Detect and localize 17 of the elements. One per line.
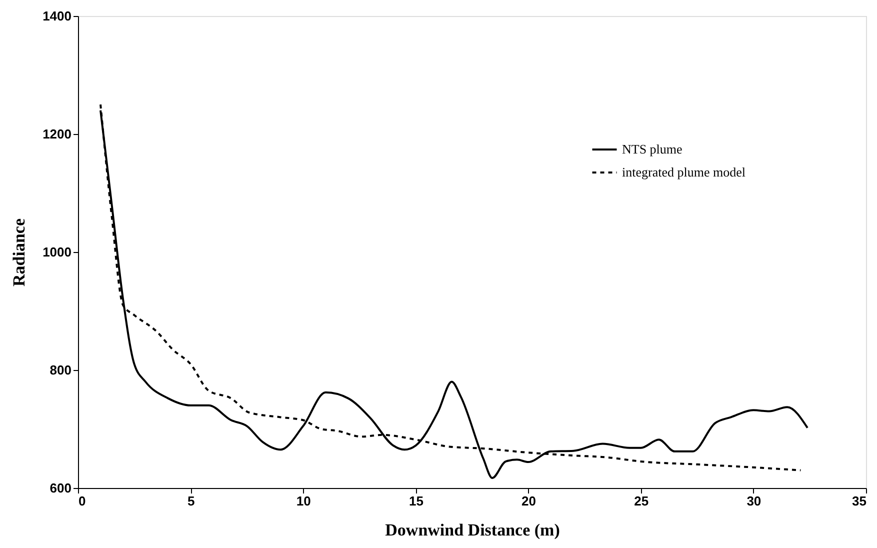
y-tick-label: 600 <box>50 480 72 496</box>
y-tick-label: 1200 <box>42 126 72 142</box>
x-tick-label: 25 <box>634 494 649 508</box>
x-tick-label: 15 <box>408 494 424 508</box>
legend-label: NTS plume <box>622 142 683 156</box>
x-axis-title: Downwind Distance (m) <box>385 520 560 540</box>
y-tick-label: 1400 <box>42 8 72 24</box>
x-tick-label: 5 <box>187 494 195 508</box>
x-tick-label: 10 <box>296 494 311 508</box>
x-tick-label: 35 <box>852 494 866 508</box>
y-tick-label: 1000 <box>42 244 72 260</box>
legend-label: integrated plume model <box>622 164 746 180</box>
y-axis-title: Radiance <box>10 218 29 286</box>
x-tick-label: 0 <box>78 494 86 508</box>
y-tick-label: 800 <box>50 362 72 378</box>
x-tick-label: 20 <box>522 494 536 508</box>
x-tick-label: 30 <box>746 494 762 508</box>
